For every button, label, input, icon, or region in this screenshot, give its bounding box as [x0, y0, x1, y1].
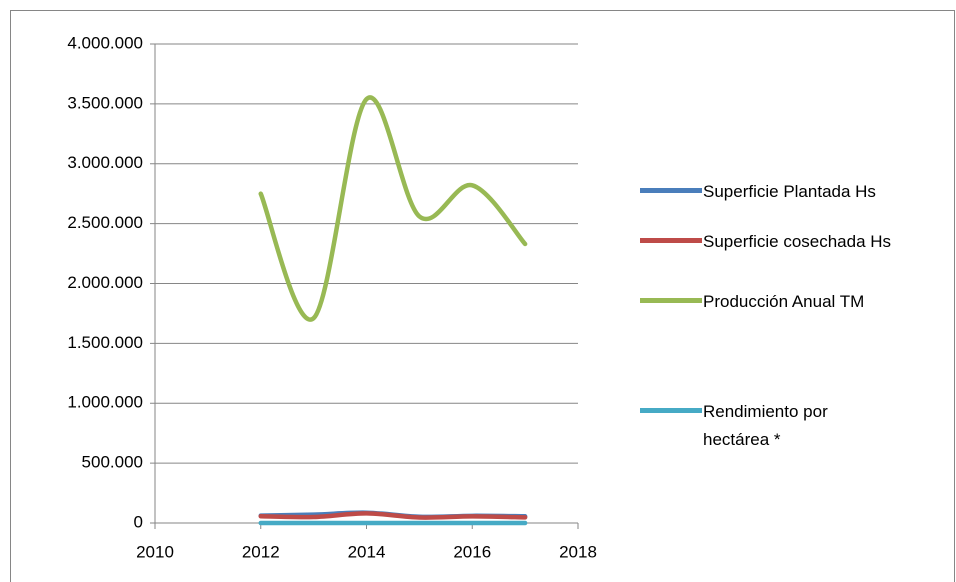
legend-item: Rendimiento por hectárea * — [640, 398, 893, 454]
legend-swatch — [640, 238, 702, 243]
x-tick-label: 2016 — [453, 542, 491, 561]
legend-label: Superficie cosechada Hs — [703, 232, 892, 251]
x-tick-label: 2014 — [348, 542, 386, 561]
y-tick-label: 3.500.000 — [67, 93, 143, 112]
legend-swatch — [640, 408, 702, 413]
legend-label: Superficie Plantada Hs — [703, 182, 876, 201]
legend-swatch — [640, 298, 702, 303]
legend-item: Superficie cosechada Hs — [640, 228, 893, 256]
y-tick-label: 2.500.000 — [67, 213, 143, 232]
series-line — [258, 511, 528, 520]
chart-border — [10, 10, 955, 582]
legend-swatch — [640, 188, 702, 193]
x-tick-label: 2018 — [559, 542, 597, 561]
legend-label: Rendimiento por hectárea * — [703, 402, 828, 449]
y-tick-label: 0 — [134, 512, 143, 531]
y-tick-label: 2.000.000 — [67, 273, 143, 292]
legend-item: Producción Anual TM — [640, 288, 953, 316]
y-tick-label: 4.000.000 — [67, 33, 143, 52]
y-tick-label: 1.500.000 — [67, 333, 143, 352]
x-tick-label: 2012 — [242, 542, 280, 561]
y-tick-label: 500.000 — [82, 453, 143, 472]
x-tick-label: 2010 — [136, 542, 174, 561]
legend-label: Producción Anual TM — [703, 292, 865, 311]
legend-item: Superficie Plantada Hs — [640, 178, 953, 206]
y-tick-label: 3.000.000 — [67, 153, 143, 172]
y-tick-label: 1.000.000 — [67, 393, 143, 412]
series-line — [258, 95, 528, 322]
